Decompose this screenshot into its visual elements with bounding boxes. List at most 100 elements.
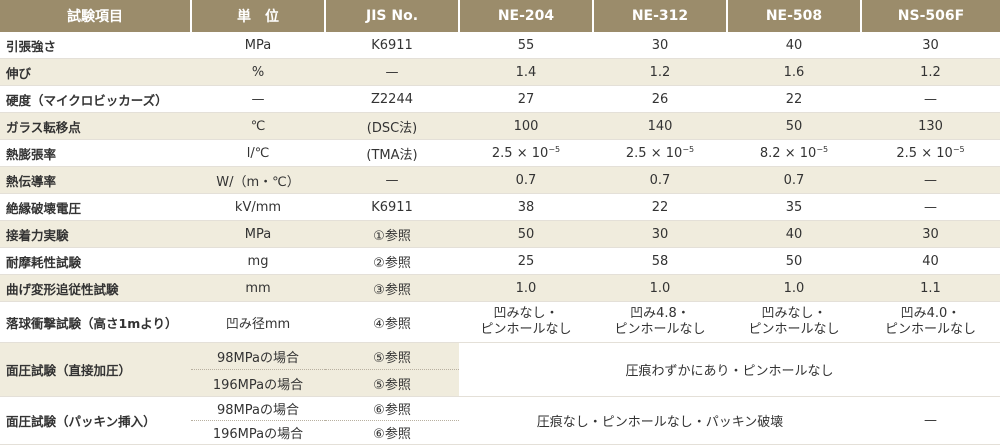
value-cell: 2.5 × 10−5 <box>861 139 1000 167</box>
value-cell: 30 <box>593 220 727 248</box>
jis-cell: K6911 <box>325 193 459 221</box>
unit-cell: 98MPaの場合 <box>191 342 325 370</box>
value-cell: 0.7 <box>593 166 727 194</box>
value-cell: 55 <box>459 32 593 59</box>
unit-cell: mm <box>191 274 325 302</box>
table-row: 196MPaの場合 ⑤参照 <box>0 369 1000 397</box>
value-cell: 40 <box>727 32 861 59</box>
unit-cell: MPa <box>191 220 325 248</box>
value-cell: 1.2 <box>593 58 727 86</box>
row-label: 引張強さ <box>0 32 191 59</box>
table-row: 絶縁破壊電圧 kV/mm K6911 38 22 35 — <box>0 193 1000 221</box>
value-cell: 130 <box>861 112 1000 140</box>
value-cell: 27 <box>459 85 593 113</box>
header-test-item: 試験項目 <box>0 0 192 32</box>
header-unit: 単 位 <box>191 0 326 32</box>
value-cell: 140 <box>593 112 727 140</box>
table-row: 耐摩耗性試験 mg ②参照 25 58 50 40 <box>0 247 1000 275</box>
unit-cell: — <box>191 85 325 113</box>
value-cell: 凹み4.0・ ピンホールなし <box>861 301 1000 343</box>
row-label: 伸び <box>0 58 191 86</box>
jis-cell: ⑥参照 <box>325 420 459 445</box>
table-row: 引張強さ MPa K6911 55 30 40 30 <box>0 32 1000 59</box>
header-row: 試験項目 単 位 JIS No. NE-204 NE-312 NE-508 NS… <box>0 0 1000 32</box>
value-cell: 0.7 <box>727 166 861 194</box>
value-cell: 1.6 <box>727 58 861 86</box>
row-label: 熱伝導率 <box>0 166 191 194</box>
value-cell: 0.7 <box>459 166 593 194</box>
value-cell: 1.4 <box>459 58 593 86</box>
table-row: 曲げ変形追従性試験 mm ③参照 1.0 1.0 1.0 1.1 <box>0 274 1000 302</box>
jis-cell: ③参照 <box>325 274 459 302</box>
value-cell: 1.0 <box>727 274 861 302</box>
header-ns-506f: NS-506F <box>861 0 1000 32</box>
row-label: 面圧試験（パッキン挿入） <box>0 396 191 445</box>
row-label: 曲げ変形追従性試験 <box>0 274 191 302</box>
jis-cell: — <box>325 58 459 86</box>
value-cell: 2.5 × 10−5 <box>459 139 593 167</box>
value-cell: 30 <box>861 32 1000 59</box>
value-cell: 22 <box>593 193 727 221</box>
value-cell: — <box>861 396 1000 445</box>
value-cell: 38 <box>459 193 593 221</box>
value-cell: 100 <box>459 112 593 140</box>
jis-cell: ①参照 <box>325 220 459 248</box>
row-label: 落球衝撃試験（高さ1mより） <box>0 301 191 343</box>
unit-cell: mg <box>191 247 325 275</box>
unit-cell: 凹み径mm <box>191 301 325 343</box>
unit-cell: 98MPaの場合 <box>191 396 325 421</box>
merged-result-cell: 圧痕わずかにあり・ピンホールなし <box>459 342 1000 397</box>
table-row: 接着力実験 MPa ①参照 50 30 40 30 <box>0 220 1000 248</box>
value-cell: 1.0 <box>459 274 593 302</box>
row-label: 面圧試験（直接加圧） <box>0 342 191 397</box>
unit-cell: 196MPaの場合 <box>191 420 325 445</box>
table-row: 熱膨張率 l/℃ (TMA法) 2.5 × 10−5 2.5 × 10−5 8.… <box>0 139 1000 167</box>
value-cell: 25 <box>459 247 593 275</box>
table-row: ガラス転移点 ℃ (DSC法) 100 140 50 130 <box>0 112 1000 140</box>
table-row: 面圧試験（直接加圧） 98MPaの場合 ⑤参照 圧痕わずかにあり・ピンホールなし <box>0 342 1000 397</box>
value-cell: 22 <box>727 85 861 113</box>
header-jis: JIS No. <box>325 0 460 32</box>
value-cell: 8.2 × 10−5 <box>727 139 861 167</box>
table-row: 面圧試験（パッキン挿入） 98MPaの場合 ⑥参照 圧痕なし・ピンホールなし・パ… <box>0 396 1000 445</box>
row-label: 耐摩耗性試験 <box>0 247 191 275</box>
jis-cell: ⑥参照 <box>325 396 459 421</box>
jis-cell: (DSC法) <box>325 112 459 140</box>
value-cell: — <box>861 166 1000 194</box>
value-cell: 30 <box>593 32 727 59</box>
jis-cell: ②参照 <box>325 247 459 275</box>
unit-cell: kV/mm <box>191 193 325 221</box>
value-cell: 1.1 <box>861 274 1000 302</box>
jis-cell: (TMA法) <box>325 139 459 167</box>
jis-cell: Z2244 <box>325 85 459 113</box>
value-cell: 30 <box>861 220 1000 248</box>
table-row: 落球衝撃試験（高さ1mより） 凹み径mm ④参照 凹みなし・ ピンホールなし 凹み… <box>0 301 1000 343</box>
value-cell: 26 <box>593 85 727 113</box>
row-label: 熱膨張率 <box>0 139 191 167</box>
unit-cell: ℃ <box>191 112 325 140</box>
value-cell: 35 <box>727 193 861 221</box>
value-cell: 凹みなし・ ピンホールなし <box>727 301 861 343</box>
jis-cell: ④参照 <box>325 301 459 343</box>
header-ne-204: NE-204 <box>459 0 594 32</box>
value-cell: 凹みなし・ ピンホールなし <box>459 301 593 343</box>
value-cell: 58 <box>593 247 727 275</box>
jis-cell: — <box>325 166 459 194</box>
value-cell: 2.5 × 10−5 <box>593 139 727 167</box>
value-cell: 凹み4.8・ ピンホールなし <box>593 301 727 343</box>
jis-cell: ⑤参照 <box>325 369 459 397</box>
value-cell: 40 <box>861 247 1000 275</box>
row-label: ガラス転移点 <box>0 112 191 140</box>
table-row: 伸び % — 1.4 1.2 1.6 1.2 <box>0 58 1000 86</box>
unit-cell: % <box>191 58 325 86</box>
unit-cell: l/℃ <box>191 139 325 167</box>
value-cell: 1.2 <box>861 58 1000 86</box>
row-label: 硬度（マイクロビッカーズ） <box>0 85 191 113</box>
header-ne-312: NE-312 <box>593 0 728 32</box>
table-row: 熱伝導率 W/（m・℃） — 0.7 0.7 0.7 — <box>0 166 1000 194</box>
value-cell: — <box>861 85 1000 113</box>
value-cell: — <box>861 193 1000 221</box>
merged-result-cell: 圧痕なし・ピンホールなし・パッキン破壊 <box>459 396 861 445</box>
unit-cell: W/（m・℃） <box>191 166 325 194</box>
table-row: 硬度（マイクロビッカーズ） — Z2244 27 26 22 — <box>0 85 1000 113</box>
